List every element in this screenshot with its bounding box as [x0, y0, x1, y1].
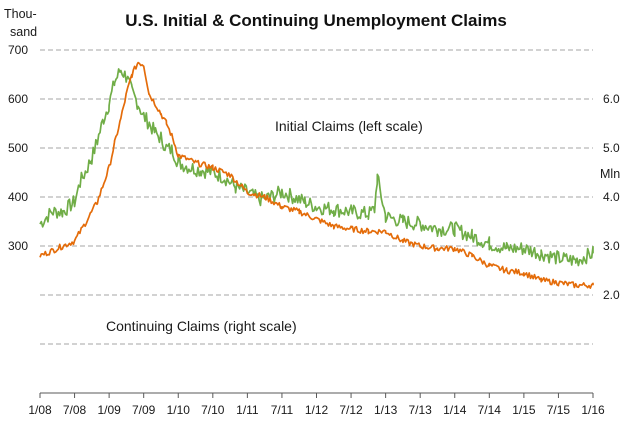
x-tick-label: 1/11 — [236, 403, 259, 417]
series-layer — [39, 61, 594, 289]
x-tick-label: 7/12 — [339, 403, 363, 417]
left-axis-unit-line1: Thou- — [4, 7, 37, 21]
x-tick-label: 1/12 — [305, 403, 329, 417]
right-tick-label: 3.0 — [603, 239, 620, 253]
left-tick-label: 500 — [8, 141, 28, 155]
left-tick-label: 300 — [8, 239, 28, 253]
x-tick-label: 7/13 — [409, 403, 433, 417]
right-tick-label: 2.0 — [603, 288, 620, 302]
continuing-claims-annotation: Continuing Claims (right scale) — [106, 318, 297, 334]
left-tick-label: 400 — [8, 190, 28, 204]
x-tick-label: 7/14 — [478, 403, 502, 417]
x-tick-label: 1/14 — [443, 403, 467, 417]
grid-layer — [40, 49, 593, 345]
right-axis-unit: Mln — [600, 167, 620, 181]
continuing-claims-line — [39, 61, 594, 289]
x-tick-label: 7/10 — [201, 403, 225, 417]
right-tick-label: 6.0 — [603, 92, 620, 106]
x-tick-label: 1/10 — [167, 403, 191, 417]
x-tick-label: 1/08 — [28, 403, 52, 417]
right-tick-label: 4.0 — [603, 190, 620, 204]
x-tick-label: 7/08 — [63, 403, 87, 417]
x-tick-label: 7/09 — [132, 403, 156, 417]
x-tick-label: 7/11 — [271, 403, 294, 417]
x-tick-label: 7/15 — [547, 403, 571, 417]
chart-title: U.S. Initial & Continuing Unemployment C… — [125, 11, 507, 30]
initial-claims-annotation: Initial Claims (left scale) — [275, 118, 423, 134]
left-tick-label: 600 — [8, 92, 28, 106]
left-tick-label: 700 — [8, 43, 28, 57]
x-tick-label: 1/15 — [512, 403, 536, 417]
x-tick-label: 1/13 — [374, 403, 398, 417]
x-tick-label: 1/16 — [581, 403, 605, 417]
x-tick-label: 1/09 — [97, 403, 121, 417]
right-tick-label: 5.0 — [603, 141, 620, 155]
left-axis-unit-line2: sand — [10, 25, 37, 39]
axis-layer: 1/08 7/08 1/09 7/09 1/10 7/10 1/11 7/11 1/12 7/12… — [8, 43, 620, 417]
